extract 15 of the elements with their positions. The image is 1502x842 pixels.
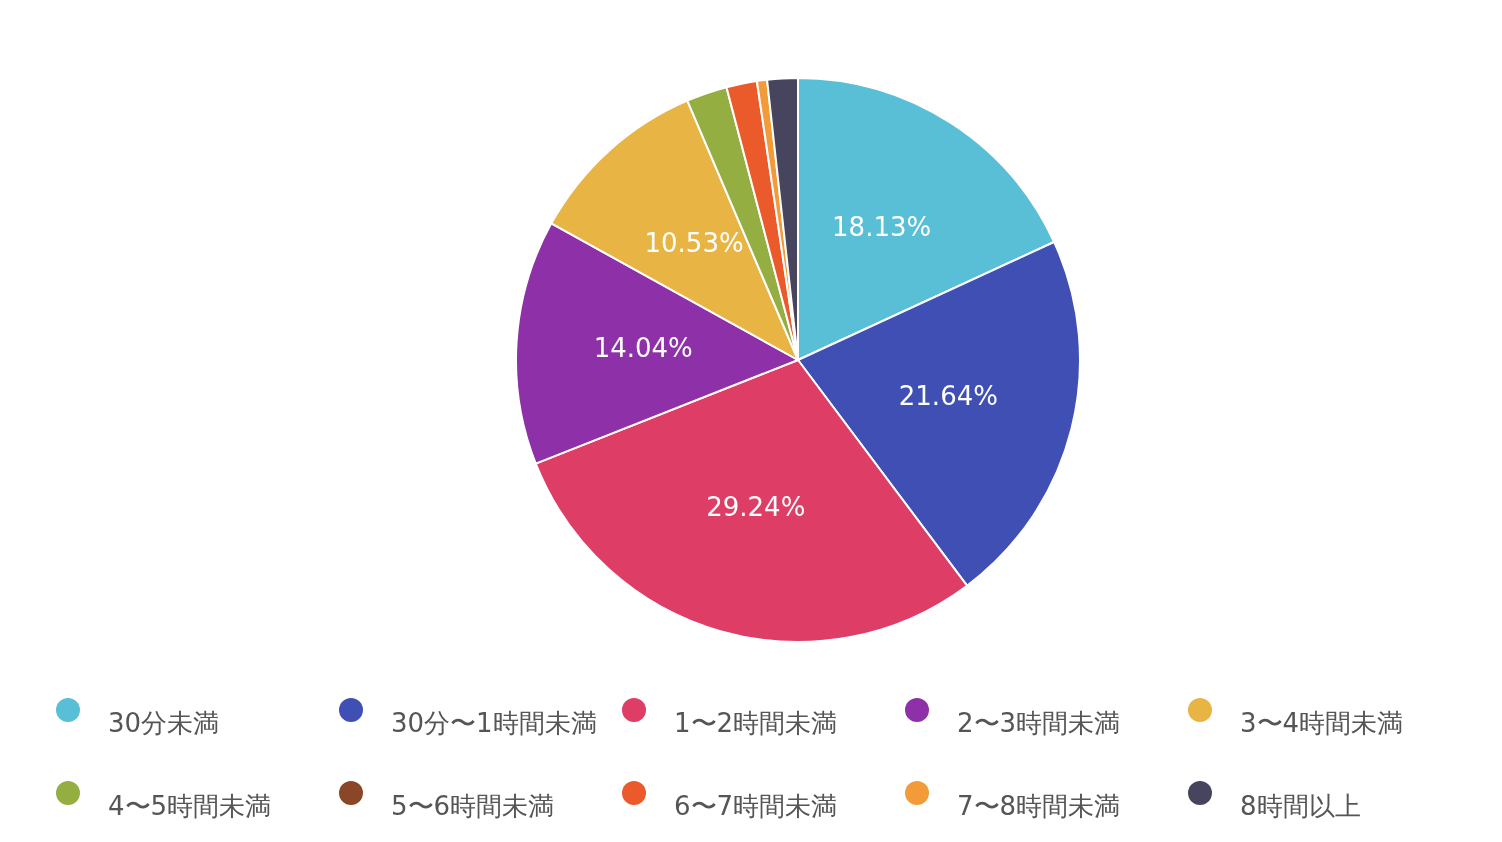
data-label: 10.53% <box>644 227 744 258</box>
legend-label: 1〜2時間未満 <box>674 707 838 740</box>
data-label: 21.64% <box>898 380 998 411</box>
data-label: 29.24% <box>706 491 806 522</box>
legend-label: 30分未満 <box>108 707 220 740</box>
legend-label: 4〜5時間未満 <box>108 790 272 823</box>
legend-label: 7〜8時間未満 <box>957 790 1121 823</box>
data-label: 14.04% <box>593 332 693 363</box>
legend-label: 8時間以上 <box>1240 790 1361 823</box>
legend-label: 30分〜1時間未満 <box>391 707 597 740</box>
legend-label: 6〜7時間未満 <box>674 790 838 823</box>
legend-label: 3〜4時間未満 <box>1240 707 1404 740</box>
data-label: 18.13% <box>832 212 932 243</box>
legend-label: 2〜3時間未満 <box>957 707 1121 740</box>
legend-label: 5〜6時間未満 <box>391 790 555 823</box>
